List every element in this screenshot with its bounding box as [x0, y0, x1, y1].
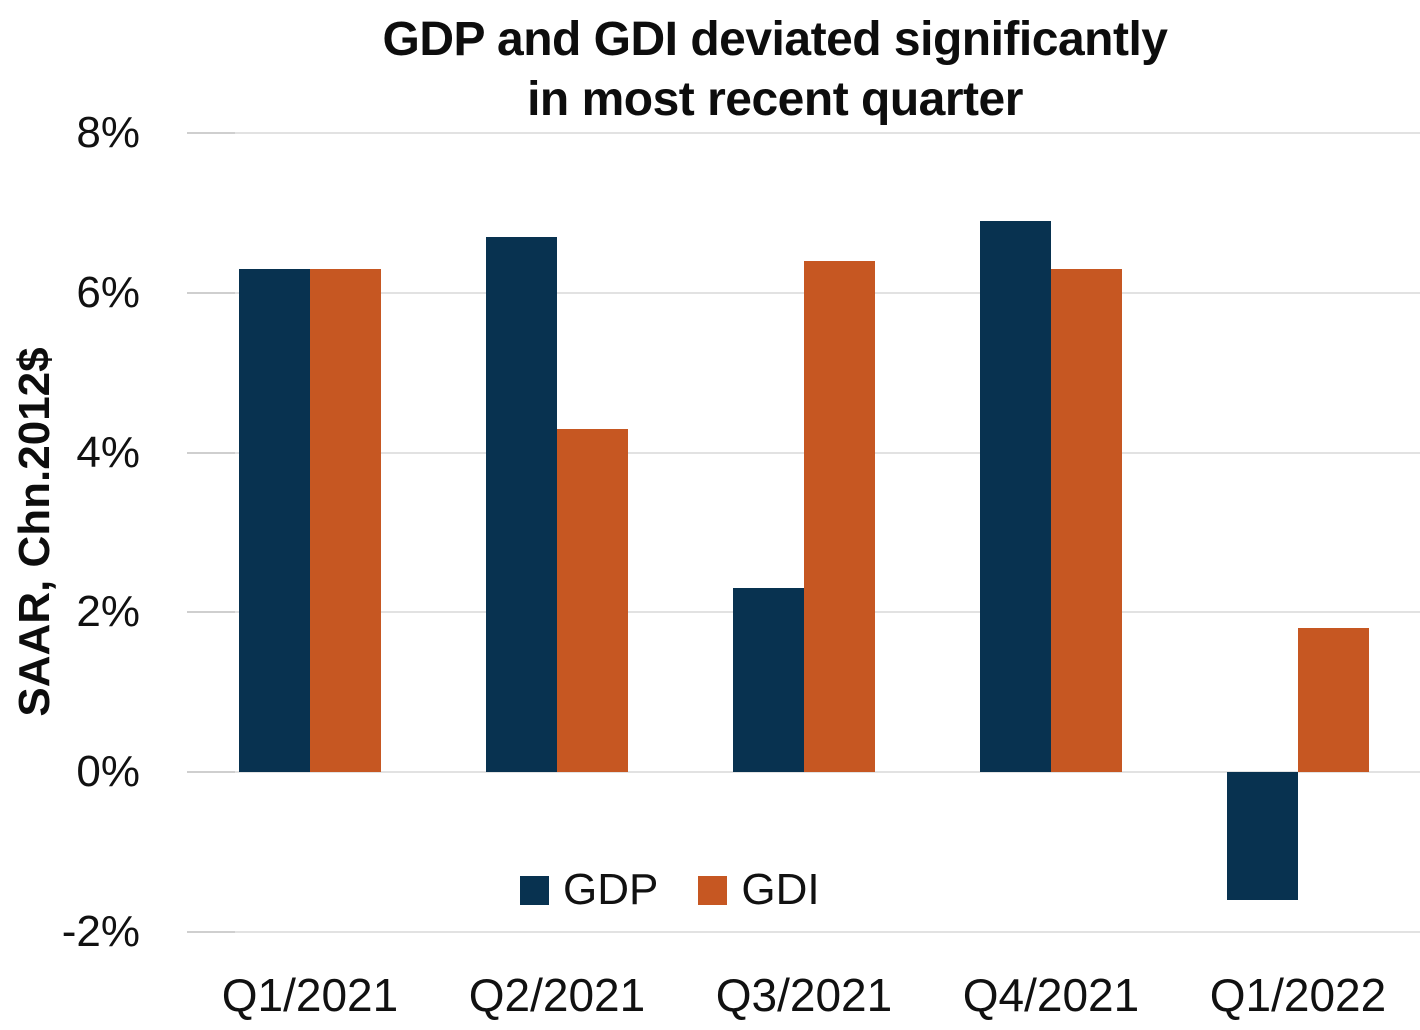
chart-title-line-1: GDP and GDI deviated significantly: [382, 13, 1168, 66]
x-tick-label: Q2/2021: [468, 969, 646, 1021]
bar-gdp-q1-2022: [1227, 772, 1298, 901]
bar-gdp-q1-2021: [239, 268, 310, 773]
legend-swatch-gdi: [698, 875, 728, 905]
x-tick-label: Q1/2022: [1209, 969, 1387, 1021]
gridline-8: [190, 132, 1420, 134]
y-tick-label: 2%: [76, 587, 140, 637]
x-tick-label: Q4/2021: [962, 969, 1140, 1021]
y-tick-label: -2%: [61, 907, 140, 956]
bar-gdp-q2-2021: [486, 236, 557, 773]
legend-item-gdi: GDI: [698, 865, 820, 914]
y-axis-tick-mark: [187, 771, 235, 774]
y-tick-label: 6%: [76, 267, 140, 317]
y-tick-label: 0%: [76, 747, 140, 797]
chart-title: GDP and GDI deviated significantly in mo…: [130, 10, 1420, 130]
legend-swatch-gdp: [520, 875, 549, 905]
bar-gdp-q3-2021: [733, 588, 804, 773]
y-axis-tick-mark: [187, 451, 235, 454]
x-tick-label: Q1/2021: [221, 969, 399, 1021]
bar-gdi-q1-2022: [1298, 628, 1369, 773]
x-tick-label: Q3/2021: [715, 969, 893, 1021]
gridline--2: [190, 931, 1420, 933]
bar-gdp-q4-2021: [980, 220, 1051, 773]
legend: GDP GDI: [520, 868, 820, 912]
legend-label-gdi: GDI: [741, 865, 820, 914]
chart-title-line-2: in most recent quarter: [527, 73, 1023, 126]
bar-gdi-q2-2021: [557, 428, 628, 773]
y-axis-tick-mark: [187, 931, 235, 933]
legend-item-gdp: GDP: [520, 868, 658, 912]
y-axis-tick-mark: [187, 611, 235, 614]
bar-gdi-q4-2021: [1051, 268, 1122, 773]
gridline-0: [190, 771, 1420, 774]
legend-label-gdp: GDP: [563, 865, 659, 914]
bar-gdi-q3-2021: [804, 260, 875, 773]
y-tick-label: 4%: [76, 427, 140, 477]
bar-gdi-q1-2021: [310, 268, 381, 773]
y-axis-title: SAAR, Chn.2012$: [10, 347, 59, 717]
y-tick-label: 8%: [76, 108, 140, 157]
y-axis-tick-mark: [187, 291, 235, 294]
y-axis-tick-mark: [187, 132, 235, 134]
